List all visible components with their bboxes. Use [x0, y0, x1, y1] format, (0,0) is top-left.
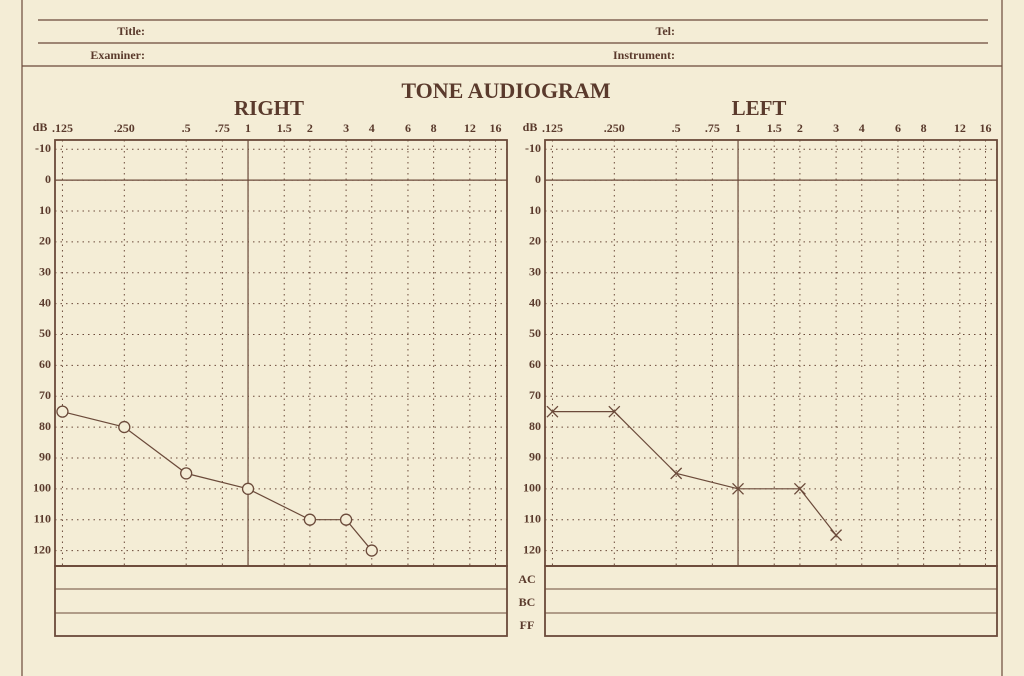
data-line — [62, 411, 373, 551]
plot-frame — [54, 139, 508, 567]
field-label: Instrument: — [613, 48, 675, 62]
y-tick-label: 0 — [535, 172, 541, 186]
y-axis-label: dB — [33, 120, 48, 134]
x-tick-label: 3 — [833, 121, 839, 135]
y-axis-label: dB — [523, 120, 538, 134]
x-tick-label: .125 — [542, 121, 563, 135]
y-tick-label: 80 — [39, 419, 51, 433]
marker — [830, 529, 843, 542]
x-tick-label: 8 — [921, 121, 927, 135]
y-tick-label: 70 — [39, 388, 51, 402]
marker — [546, 405, 559, 418]
x-tick-label: 4 — [859, 121, 865, 135]
x-tick-label: .75 — [215, 121, 230, 135]
plot-frame — [544, 139, 998, 567]
row-label: BC — [519, 595, 536, 609]
x-tick-label: 6 — [895, 121, 901, 135]
marker — [56, 405, 69, 418]
y-tick-label: 50 — [39, 326, 51, 340]
field-label: Tel: — [655, 24, 675, 38]
marker — [793, 482, 806, 495]
x-tick-label: 16 — [490, 121, 502, 135]
y-tick-label: 120 — [523, 542, 541, 556]
y-tick-label: -10 — [525, 141, 541, 155]
x-tick-label: 2 — [307, 121, 313, 135]
y-tick-label: 90 — [529, 450, 541, 464]
x-tick-label: 2 — [797, 121, 803, 135]
x-tick-label: 1.5 — [277, 121, 292, 135]
field-label: Title: — [117, 24, 145, 38]
y-tick-label: 0 — [45, 172, 51, 186]
x-tick-label: 1 — [735, 121, 741, 135]
y-tick-label: 110 — [524, 511, 541, 525]
y-tick-label: 110 — [34, 511, 51, 525]
chart-title: RIGHT — [234, 96, 304, 120]
marker — [365, 544, 378, 557]
y-tick-label: 120 — [33, 542, 51, 556]
x-tick-label: 1.5 — [767, 121, 782, 135]
y-tick-label: 100 — [33, 481, 51, 495]
x-tick-label: 4 — [369, 121, 375, 135]
x-tick-label: 1 — [245, 121, 251, 135]
heading: TONE AUDIOGRAM — [401, 78, 610, 103]
x-tick-label: 3 — [343, 121, 349, 135]
x-tick-label: 12 — [954, 121, 966, 135]
x-tick-label: 6 — [405, 121, 411, 135]
marker — [608, 405, 621, 418]
x-tick-label: .250 — [604, 121, 625, 135]
marker — [180, 467, 193, 480]
x-tick-label: .75 — [705, 121, 720, 135]
y-tick-label: 30 — [39, 264, 51, 278]
marker — [732, 482, 744, 495]
y-tick-label: 20 — [529, 234, 541, 248]
form-lines — [21, 0, 1003, 676]
y-tick-label: 60 — [39, 357, 51, 371]
table-frame — [54, 565, 508, 637]
y-tick-label: 50 — [529, 326, 541, 340]
row-label: AC — [518, 572, 535, 586]
marker — [118, 420, 131, 434]
marker — [670, 467, 683, 480]
y-tick-label: 40 — [529, 295, 541, 309]
y-tick-label: 70 — [529, 388, 541, 402]
x-tick-label: 16 — [980, 121, 992, 135]
x-tick-label: 12 — [464, 121, 476, 135]
marker — [339, 513, 353, 526]
x-tick-label: .5 — [182, 121, 191, 135]
y-tick-label: 80 — [529, 419, 541, 433]
x-tick-label: .5 — [672, 121, 681, 135]
chart-title: LEFT — [732, 96, 787, 120]
marker — [241, 482, 255, 495]
y-tick-label: 90 — [39, 450, 51, 464]
y-tick-label: 40 — [39, 295, 51, 309]
field-label: Examiner: — [90, 48, 145, 62]
x-tick-label: .250 — [114, 121, 135, 135]
y-tick-label: 10 — [39, 203, 51, 217]
y-tick-label: 30 — [529, 264, 541, 278]
row-label: FF — [520, 618, 535, 632]
y-tick-label: 20 — [39, 234, 51, 248]
y-tick-label: -10 — [35, 141, 51, 155]
table-frame — [544, 565, 998, 637]
y-tick-label: 60 — [529, 357, 541, 371]
marker — [303, 513, 317, 526]
y-tick-label: 100 — [523, 481, 541, 495]
x-tick-label: 8 — [431, 121, 437, 135]
y-tick-label: 10 — [529, 203, 541, 217]
data-line — [552, 411, 837, 536]
x-tick-label: .125 — [52, 121, 73, 135]
